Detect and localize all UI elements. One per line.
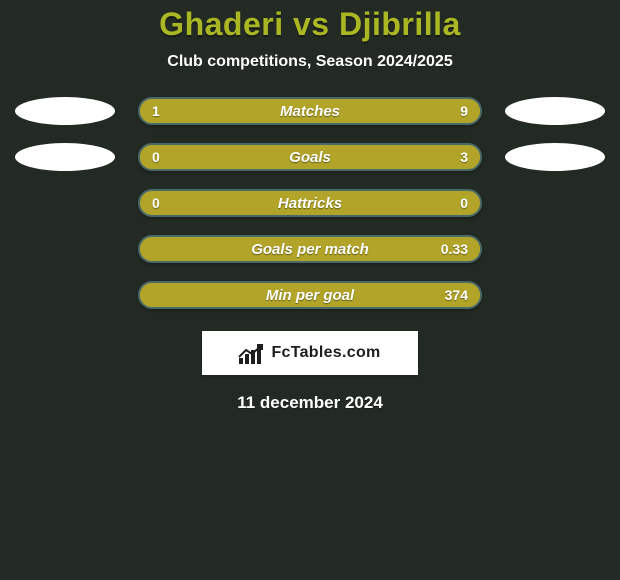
arrow-up-icon bbox=[238, 344, 264, 358]
stat-bar-right-fill bbox=[140, 237, 480, 261]
comparison-rows: Matches19 Goals03 Hattricks0 0 Goals per mat… bbox=[0, 97, 620, 309]
player-right-marker bbox=[505, 97, 605, 125]
stat-bar: Goals per match0.33 bbox=[138, 235, 482, 263]
page-subtitle: Club competitions, Season 2024/2025 bbox=[0, 53, 620, 71]
stat-bar: Hattricks0 0 bbox=[138, 189, 482, 217]
stat-bar: Goals03 bbox=[138, 143, 482, 171]
stat-value-right: 0 bbox=[460, 191, 468, 215]
stat-label: Hattricks bbox=[140, 191, 480, 215]
stat-bar-left-fill bbox=[140, 99, 201, 123]
bar-chart-icon bbox=[239, 342, 265, 364]
comparison-row: Hattricks0 0 bbox=[0, 189, 620, 217]
stat-value-left: 0 bbox=[152, 191, 160, 215]
row-side-left bbox=[10, 143, 120, 171]
row-side-right bbox=[500, 97, 610, 125]
brand-box: FcTables.com bbox=[202, 331, 418, 375]
page-title: Ghaderi vs Djibrilla bbox=[0, 6, 620, 43]
brand-text: FcTables.com bbox=[271, 344, 380, 362]
stat-bar-right-fill bbox=[201, 99, 480, 123]
comparison-row: Goals per match0.33 bbox=[0, 235, 620, 263]
comparison-row: Matches19 bbox=[0, 97, 620, 125]
row-side-right bbox=[500, 143, 610, 171]
stat-bar-right-fill bbox=[140, 145, 480, 169]
player-right-marker bbox=[505, 143, 605, 171]
comparison-row: Goals03 bbox=[0, 143, 620, 171]
row-side-left bbox=[10, 97, 120, 125]
stat-bar: Matches19 bbox=[138, 97, 482, 125]
stat-bar: Min per goal374 bbox=[138, 281, 482, 309]
player-left-marker bbox=[15, 143, 115, 171]
player-left-marker bbox=[15, 97, 115, 125]
stat-bar-right-fill bbox=[140, 283, 480, 307]
comparison-row: Min per goal374 bbox=[0, 281, 620, 309]
date-text: 11 december 2024 bbox=[0, 393, 620, 413]
comparison-infographic: Ghaderi vs Djibrilla Club competitions, … bbox=[0, 0, 620, 580]
